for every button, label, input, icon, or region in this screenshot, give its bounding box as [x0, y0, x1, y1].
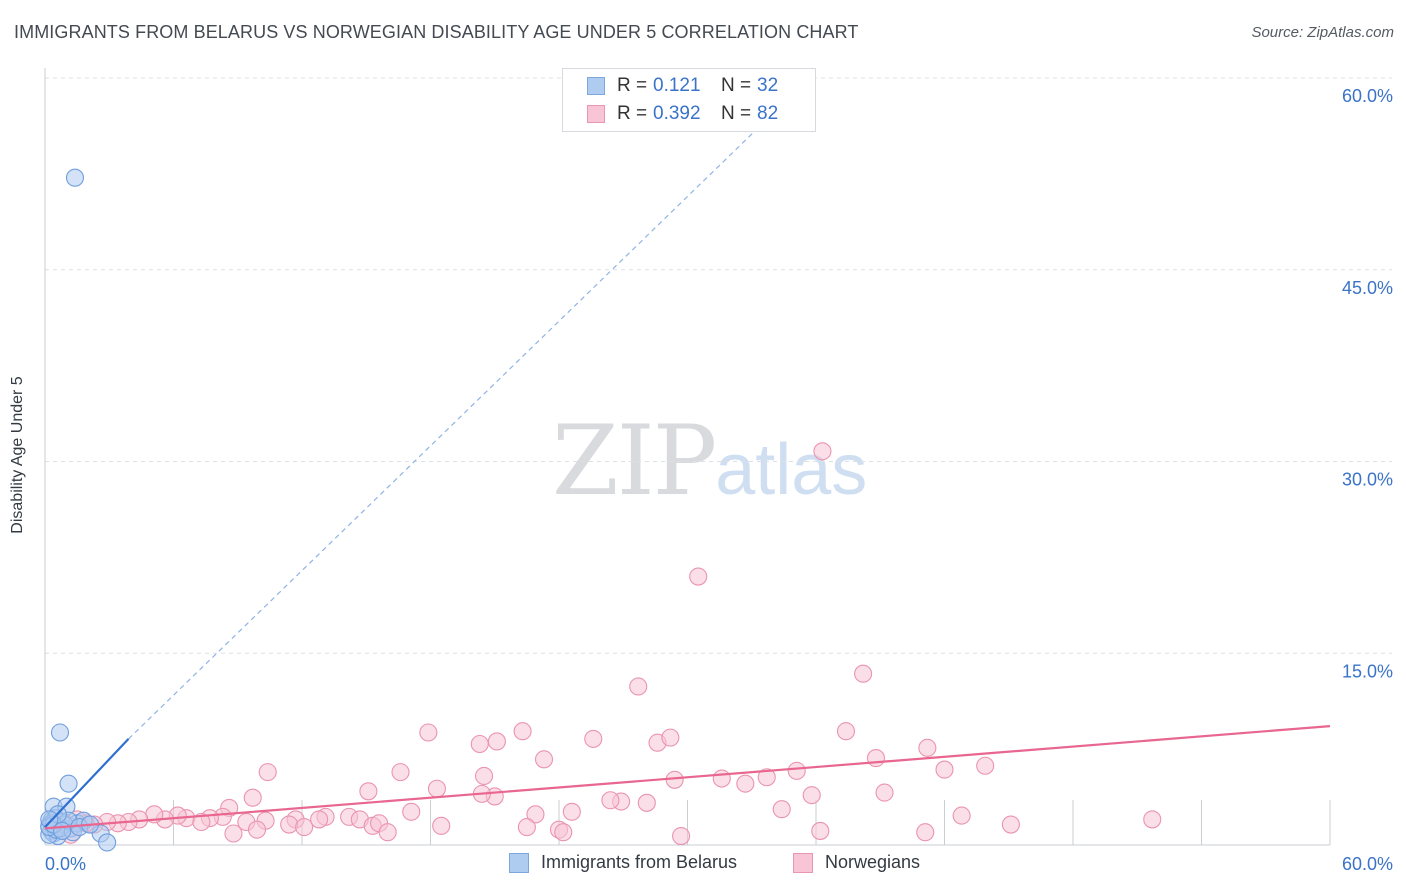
x-tick-label: 60.0% — [1342, 854, 1393, 874]
y-axis-label: Disability Age Under 5 — [9, 376, 26, 534]
point-norwegians — [712, 769, 731, 788]
point-norwegians — [419, 723, 438, 742]
point-norwegians — [474, 766, 494, 786]
point-norwegians — [757, 768, 776, 787]
point-norwegians — [916, 823, 935, 842]
legend-swatch-norwegians — [793, 852, 813, 873]
n-value: 82 — [757, 103, 779, 124]
point-norwegians — [192, 812, 211, 832]
n-value: 32 — [757, 75, 779, 96]
point-norwegians — [513, 722, 532, 741]
r-value: 0.392 — [653, 103, 701, 124]
point-norwegians — [802, 786, 821, 805]
point-norwegians — [402, 802, 421, 821]
point-belarus — [40, 810, 59, 829]
point-norwegians — [487, 732, 506, 751]
legend-swatch-belarus — [509, 852, 529, 873]
point-norwegians — [1001, 815, 1020, 834]
point-norwegians — [359, 782, 378, 801]
y-tick-label: 30.0% — [1342, 470, 1393, 490]
legend-swatch-belarus — [587, 77, 605, 95]
point-norwegians — [952, 806, 971, 825]
point-norwegians — [432, 816, 451, 835]
point-belarus — [50, 723, 70, 742]
point-norwegians — [787, 761, 806, 780]
point-norwegians — [689, 567, 708, 586]
point-norwegians — [918, 738, 937, 757]
point-norwegians — [629, 677, 648, 696]
point-norwegians — [976, 756, 995, 775]
point-norwegians — [427, 779, 446, 798]
point-norwegians — [854, 664, 873, 683]
point-norwegians — [813, 442, 832, 461]
n-label: N = — [721, 103, 752, 124]
point-norwegians — [554, 823, 573, 842]
point-norwegians — [601, 791, 620, 810]
point-norwegians — [672, 827, 691, 846]
point-norwegians — [258, 763, 277, 782]
point-norwegians — [637, 793, 656, 812]
point-norwegians — [470, 734, 489, 754]
y-tick-label: 15.0% — [1342, 661, 1393, 681]
point-norwegians — [1143, 810, 1162, 829]
point-norwegians — [310, 810, 329, 829]
point-belarus — [98, 833, 117, 852]
legend-swatch-norwegians — [587, 105, 605, 123]
trend-line-belarus — [44, 738, 130, 828]
r-label: R = — [617, 75, 648, 96]
legend-item-belarus[interactable]: Immigrants from Belarus — [509, 852, 737, 873]
point-norwegians — [772, 800, 791, 819]
point-norwegians — [935, 760, 954, 779]
point-belarus — [59, 774, 78, 793]
point-norwegians — [875, 783, 894, 802]
point-norwegians — [247, 820, 267, 839]
point-norwegians — [584, 729, 603, 748]
point-norwegians — [661, 728, 680, 747]
point-norwegians — [811, 821, 830, 840]
point-norwegians — [866, 749, 886, 768]
chart-title: IMMIGRANTS FROM BELARUS VS NORWEGIAN DIS… — [14, 22, 859, 42]
legend-label-norwegians: Norwegians — [825, 852, 921, 872]
stats-legend: R = 0.121 N = 32 R = 0.392 N = 82 — [562, 68, 816, 132]
point-norwegians — [391, 763, 410, 782]
n-label: N = — [721, 75, 752, 96]
y-tick-label: 45.0% — [1342, 278, 1393, 298]
x-tick-label: 0.0% — [45, 854, 86, 874]
point-norwegians — [526, 805, 545, 824]
stats-legend-row-belarus: R = 0.121 N = 32 — [587, 73, 778, 99]
point-norwegians — [280, 815, 299, 834]
point-norwegians — [517, 818, 536, 837]
r-label: R = — [617, 103, 648, 124]
stats-legend-row-norwegians: R = 0.392 N = 82 — [587, 101, 778, 127]
r-value: 0.121 — [653, 75, 701, 96]
trend-line-belarus-extended — [128, 77, 810, 740]
point-norwegians — [534, 750, 554, 769]
trend-line-norwegians — [44, 725, 1331, 830]
point-norwegians — [295, 818, 314, 837]
series-legend: Immigrants from Belarus Norwegians — [0, 850, 1406, 878]
point-belarus — [65, 168, 85, 187]
point-norwegians — [836, 722, 856, 741]
point-norwegians — [243, 788, 262, 807]
point-norwegians — [562, 802, 581, 821]
source-label: Source: ZipAtlas.com — [1251, 24, 1394, 41]
point-norwegians — [224, 824, 243, 843]
legend-label-belarus: Immigrants from Belarus — [541, 852, 738, 872]
y-tick-label: 60.0% — [1342, 86, 1393, 106]
point-norwegians — [378, 823, 397, 842]
legend-item-norwegians[interactable]: Norwegians — [793, 852, 920, 873]
point-norwegians — [736, 774, 755, 793]
